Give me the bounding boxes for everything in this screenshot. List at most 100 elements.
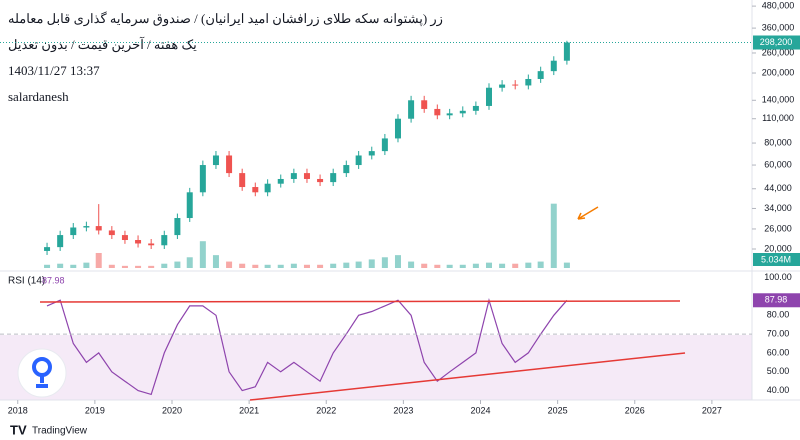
candle-body [44,247,51,251]
y-tick-label: 200,000 [762,67,795,77]
candle-body [343,165,350,174]
volume-bar [199,241,206,268]
volume-bar [212,255,219,268]
volume-bar [108,264,115,268]
volume-bar [317,264,324,268]
volume-bar [421,263,428,268]
x-tick-label: 2024 [470,405,490,415]
candle-body [95,226,102,231]
x-tick-label: 2026 [625,405,645,415]
candle-body [212,155,219,166]
volume-bar [174,261,181,268]
candle-body [499,84,506,88]
y-tick-label: 260,000 [762,47,795,57]
author: salardanesh [8,89,69,104]
candle-body [525,78,532,86]
candle-body [277,178,284,184]
volume-bar [252,264,259,268]
last-price-label: 298,200 [760,37,793,47]
candle-body [368,151,375,156]
x-tick-label: 2023 [393,405,413,415]
candle-body [57,235,64,248]
volume-bar [44,264,51,268]
candle-body [161,235,168,246]
candle-body [408,100,415,119]
candle-body [381,138,388,152]
volume-bar [70,264,77,268]
volume-bar [550,203,557,268]
y-tick-label: 70.00 [767,328,790,338]
rsi-value: 87.98 [42,275,65,285]
candle-body [434,108,441,116]
candle-body [239,173,246,188]
candle-body [83,226,90,228]
candle-body [70,227,77,236]
candle-body [446,113,453,116]
volume-bar [303,264,310,268]
volume-bar [408,261,415,268]
candle-body [317,178,324,183]
rsi-band [0,335,752,400]
watermark-logo [36,375,48,388]
y-tick-label: 44,000 [764,183,792,193]
candle-body [394,118,401,139]
x-tick-label: 2018 [8,405,28,415]
y-tick-label: 140,000 [762,95,795,105]
volume-bar [563,262,570,268]
rsi-title: RSI (14) [8,276,45,287]
trendline [39,300,681,303]
volume-bar [161,263,168,268]
candle-body [108,230,115,236]
volume-bar [330,263,337,268]
y-tick-label: 50.00 [767,366,790,376]
x-tick-label: 2025 [548,405,568,415]
x-tick-label: 2020 [162,405,182,415]
candle-body [550,60,557,72]
y-tick-label: 100.00 [764,272,792,282]
rsi-tag [753,293,800,308]
y-tick-label: 80.00 [767,310,790,320]
y-tick-label: 40.00 [767,385,790,395]
volume-bar [525,262,532,268]
y-tick-label: 80,000 [764,137,792,147]
volume-bar [537,261,544,268]
x-tick-label: 2022 [316,405,336,415]
volume-bar [459,264,466,268]
volume-bar [121,265,128,268]
volume-bar [148,265,155,268]
volume-bar [343,262,350,268]
y-tick-label: 60.00 [767,347,790,357]
candle-body [512,84,519,86]
trendline [249,352,686,401]
y-tick-label: 26,000 [764,223,792,233]
volume-bar [57,263,64,268]
footer-logo: TV [10,422,27,437]
volume-bar [355,261,362,268]
y-tick-label: 20,000 [764,243,792,253]
last-price-tag [753,35,800,50]
volume-bar [95,252,102,268]
candle-body [563,42,570,61]
candle-body [290,173,297,179]
volume-bar [135,265,142,268]
x-tick-label: 2019 [85,405,105,415]
volume-bar [264,264,271,268]
volume-bar [394,255,401,268]
candle-body [421,100,428,109]
candle-body [537,71,544,79]
y-tick-label: 60,000 [764,159,792,169]
volume-bar [512,263,519,268]
y-tick-label: 360,000 [762,22,795,32]
volume-bar [186,257,193,268]
last-volume-tag [753,253,800,266]
volume-bar [368,259,375,268]
last-volume-label: 5.034M [761,254,791,264]
volume-bar [381,257,388,268]
candle-body [459,110,466,114]
volume-bar [472,263,479,268]
volume-bar [485,262,492,268]
footer: TradingView [32,426,88,437]
candle-body [472,105,479,111]
rsi-line [46,297,568,396]
candle-body [148,243,155,246]
